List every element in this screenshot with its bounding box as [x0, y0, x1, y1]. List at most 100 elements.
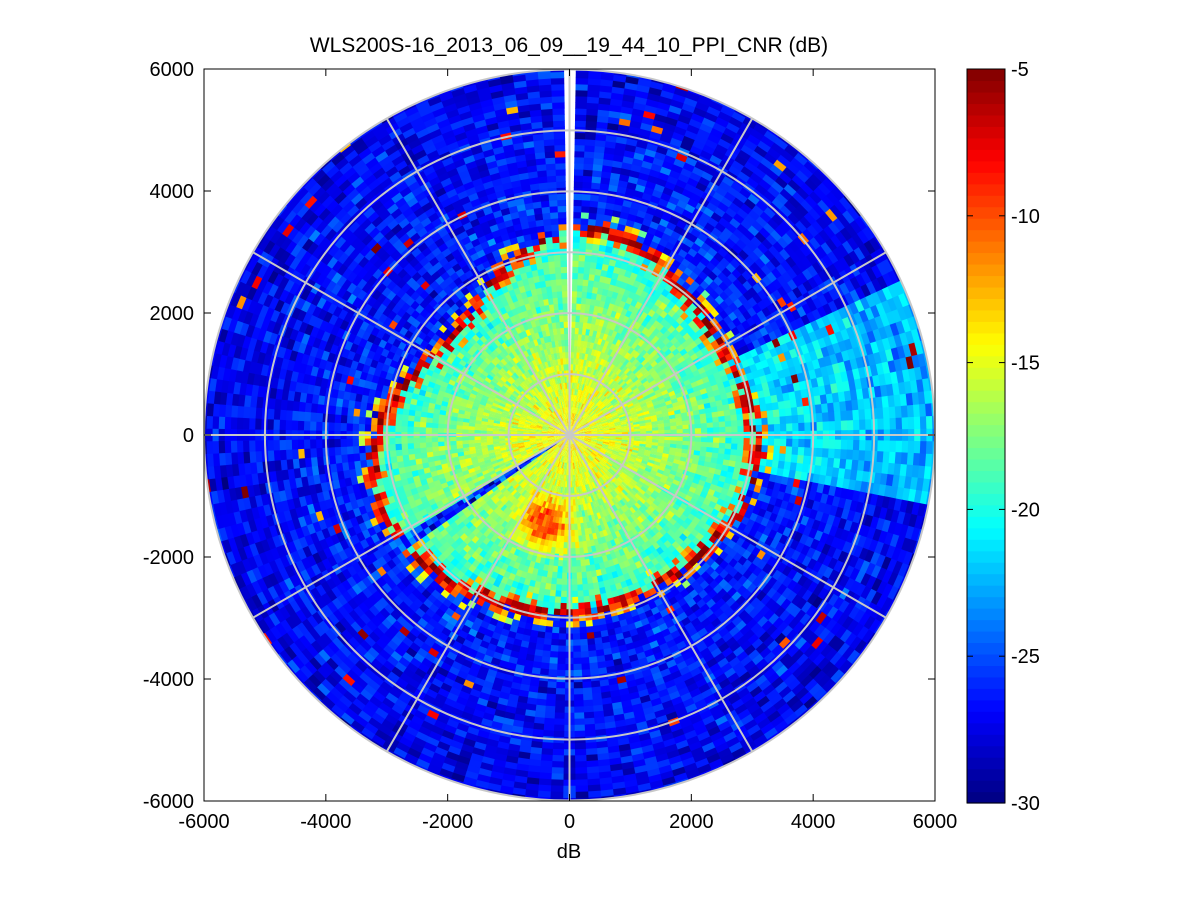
- ppi-cell: [846, 237, 860, 252]
- ppi-cell: [768, 245, 780, 258]
- ppi-cell: [846, 439, 854, 451]
- ppi-cell: [637, 346, 645, 355]
- ppi-cell: [725, 426, 732, 433]
- ppi-cell: [682, 162, 696, 173]
- ppi-cell: [788, 143, 801, 154]
- ppi-cell: [572, 260, 580, 268]
- ppi-cell: [574, 333, 579, 341]
- ppi-cell: [614, 235, 624, 244]
- ppi-cell: [772, 241, 785, 254]
- ppi-cell: [615, 279, 623, 288]
- ppi-cell: [661, 232, 672, 242]
- ppi-cell: [828, 439, 836, 450]
- ppi-cell: [657, 369, 666, 377]
- ppi-cell: [832, 247, 845, 262]
- ppi-cell: [694, 160, 708, 172]
- ppi-cell: [706, 201, 719, 213]
- ppi-cell: [750, 128, 765, 142]
- ppi-cell: [834, 448, 842, 460]
- ppi-cell: [597, 337, 603, 346]
- ppi-cell: [590, 361, 595, 369]
- ppi-cell: [639, 428, 647, 432]
- ppi-cell: [622, 315, 630, 324]
- ppi-cell: [641, 368, 649, 376]
- ppi-cell: [675, 152, 689, 163]
- ppi-cell: [572, 254, 580, 261]
- ppi-cell: [822, 439, 830, 450]
- ppi-cell: [611, 399, 618, 406]
- ppi-cell: [713, 437, 720, 444]
- ppi-cell: [684, 182, 697, 194]
- ppi-cell: [634, 369, 642, 377]
- ppi-cell: [605, 202, 616, 211]
- ppi-cell: [579, 364, 584, 372]
- ppi-cell: [702, 144, 716, 156]
- ppi-cell: [643, 361, 651, 369]
- ppi-cell: [694, 237, 706, 248]
- ppi-cell: [767, 424, 775, 433]
- ppi-cell: [612, 344, 619, 352]
- ppi-cell: [615, 368, 623, 376]
- ppi-cell: [763, 222, 776, 235]
- ppi-cell: [573, 175, 584, 182]
- ppi-cell: [641, 358, 649, 367]
- ppi-cell: [573, 413, 576, 420]
- ppi-cell: [610, 371, 617, 379]
- ppi-cell: [602, 408, 609, 414]
- ppi-cell: [782, 282, 793, 295]
- ppi-cell: [761, 424, 769, 433]
- ppi-cell: [816, 421, 824, 432]
- ppi-cell: [620, 307, 629, 316]
- ppi-cell: [581, 403, 586, 411]
- ppi-cell: [605, 245, 614, 254]
- ppi-cell: [581, 328, 587, 336]
- ppi-cell: [626, 369, 633, 377]
- ppi-cell: [700, 423, 708, 429]
- ppi-cell: [842, 210, 856, 225]
- ppi-cell: [606, 341, 613, 349]
- ppi-cell: [595, 213, 605, 221]
- ppi-cell: [734, 154, 749, 167]
- ppi-cell: [571, 333, 576, 341]
- ppi-cell: [583, 413, 589, 419]
- ppi-cell: [585, 328, 591, 336]
- ppi-cell: [675, 120, 690, 131]
- ppi-cell: [605, 134, 618, 143]
- ppi-cell: [728, 202, 742, 214]
- ppi-cell: [640, 341, 649, 350]
- ppi-cell: [840, 439, 848, 451]
- ppi-cell: [592, 243, 601, 251]
- ppi-cell: [770, 142, 786, 156]
- ppi-cell: [617, 378, 625, 386]
- ppi-cell: [570, 412, 573, 420]
- ppi-cell: [758, 178, 773, 192]
- ppi-cell: [580, 340, 585, 348]
- ppi-cell: [688, 311, 698, 321]
- ppi-cell: [664, 180, 677, 191]
- ppi-cell: [792, 236, 806, 250]
- ppi-cell: [815, 245, 828, 259]
- ppi-cell: [583, 267, 591, 275]
- ppi-cell: [680, 141, 694, 152]
- ppi-cell: [614, 360, 621, 368]
- ppi-cell: [763, 249, 776, 262]
- ppi-cell: [603, 301, 611, 310]
- ppi-cell: [593, 231, 603, 239]
- ppi-cell: [575, 89, 589, 97]
- ppi-cell: [752, 293, 763, 305]
- ppi-cell: [783, 183, 798, 197]
- ppi-cell: [684, 129, 699, 141]
- ppi-cell: [588, 367, 593, 374]
- ppi-cell: [757, 140, 772, 154]
- ppi-cell: [618, 333, 625, 342]
- ppi-cell: [791, 263, 803, 277]
- ppi-cell: [639, 386, 647, 393]
- ppi-cell: [861, 226, 875, 242]
- ppi-cell: [780, 149, 796, 163]
- ppi-cell: [605, 334, 612, 342]
- ppi-cell: [809, 190, 823, 205]
- ppi-cell: [599, 300, 606, 308]
- ppi-cell: [796, 260, 808, 273]
- ppi-cell: [690, 242, 702, 253]
- ppi-cell: [603, 390, 610, 397]
